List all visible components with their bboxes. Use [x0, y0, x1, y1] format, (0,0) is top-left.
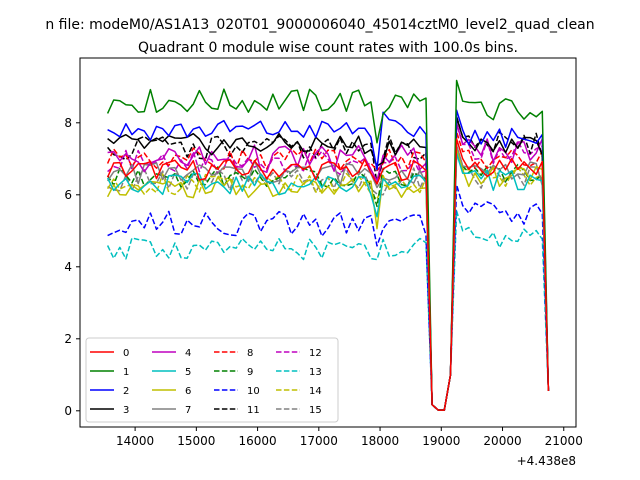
y-tick-label: 0	[64, 404, 72, 418]
series-line-7	[106, 144, 550, 411]
series-line-10	[107, 184, 550, 411]
legend-label-8: 8	[247, 348, 253, 359]
axes-frame	[79, 57, 577, 428]
y-tick-label: 6	[64, 188, 72, 202]
series-line-1	[106, 79, 550, 411]
legend-label-0: 0	[123, 348, 129, 359]
series-line-12	[107, 122, 550, 411]
legend-label-5: 5	[185, 367, 191, 378]
x-tick-label: 16000	[238, 434, 276, 448]
x-axis-ticks: 14000 15000 16000 17000 18000 19000 20000 21000	[116, 427, 583, 448]
series-lines	[106, 79, 550, 411]
legend-label-11: 11	[247, 405, 260, 416]
figure-suptitle: n file: modeM0/AS1A13_020T01_9000006040_…	[45, 17, 594, 33]
legend-label-10: 10	[247, 386, 260, 397]
series-line-3	[107, 116, 550, 411]
legend-label-12: 12	[309, 348, 322, 359]
legend-label-3: 3	[123, 405, 129, 416]
legend-label-14: 14	[309, 386, 322, 397]
legend-label-9: 9	[247, 367, 253, 378]
y-tick-label: 4	[64, 260, 72, 274]
y-axis-ticks: 0 2 4 6 8	[64, 116, 80, 418]
x-tick-label: 14000	[116, 434, 154, 448]
x-tick-label: 18000	[361, 434, 399, 448]
x-tick-label: 19000	[422, 434, 460, 448]
x-tick-label: 20000	[483, 434, 521, 448]
legend-label-6: 6	[185, 386, 191, 397]
x-tick-label: 17000	[300, 434, 338, 448]
x-tick-label: 21000	[545, 434, 583, 448]
y-tick-label: 2	[64, 332, 72, 346]
x-tick-label: 15000	[177, 434, 215, 448]
series-line-6	[106, 149, 550, 411]
series-line-8	[106, 131, 550, 411]
series-line-4	[107, 122, 550, 411]
series-line-13	[106, 210, 550, 411]
chart-title: Quadrant 0 module wise count rates with …	[138, 40, 518, 56]
legend-label-15: 15	[309, 405, 322, 416]
y-tick-label: 8	[64, 116, 72, 130]
legend-label-4: 4	[185, 348, 191, 359]
legend-label-13: 13	[309, 367, 322, 378]
legend-label-7: 7	[185, 405, 191, 416]
series-line-5	[106, 152, 550, 411]
series-line-0	[106, 138, 550, 411]
legend-box	[85, 337, 339, 423]
x-axis-offset-text: +4.438e8	[517, 454, 576, 468]
legend-label-1: 1	[123, 367, 129, 378]
legend-label-2: 2	[123, 386, 129, 397]
series-line-2	[107, 109, 550, 411]
